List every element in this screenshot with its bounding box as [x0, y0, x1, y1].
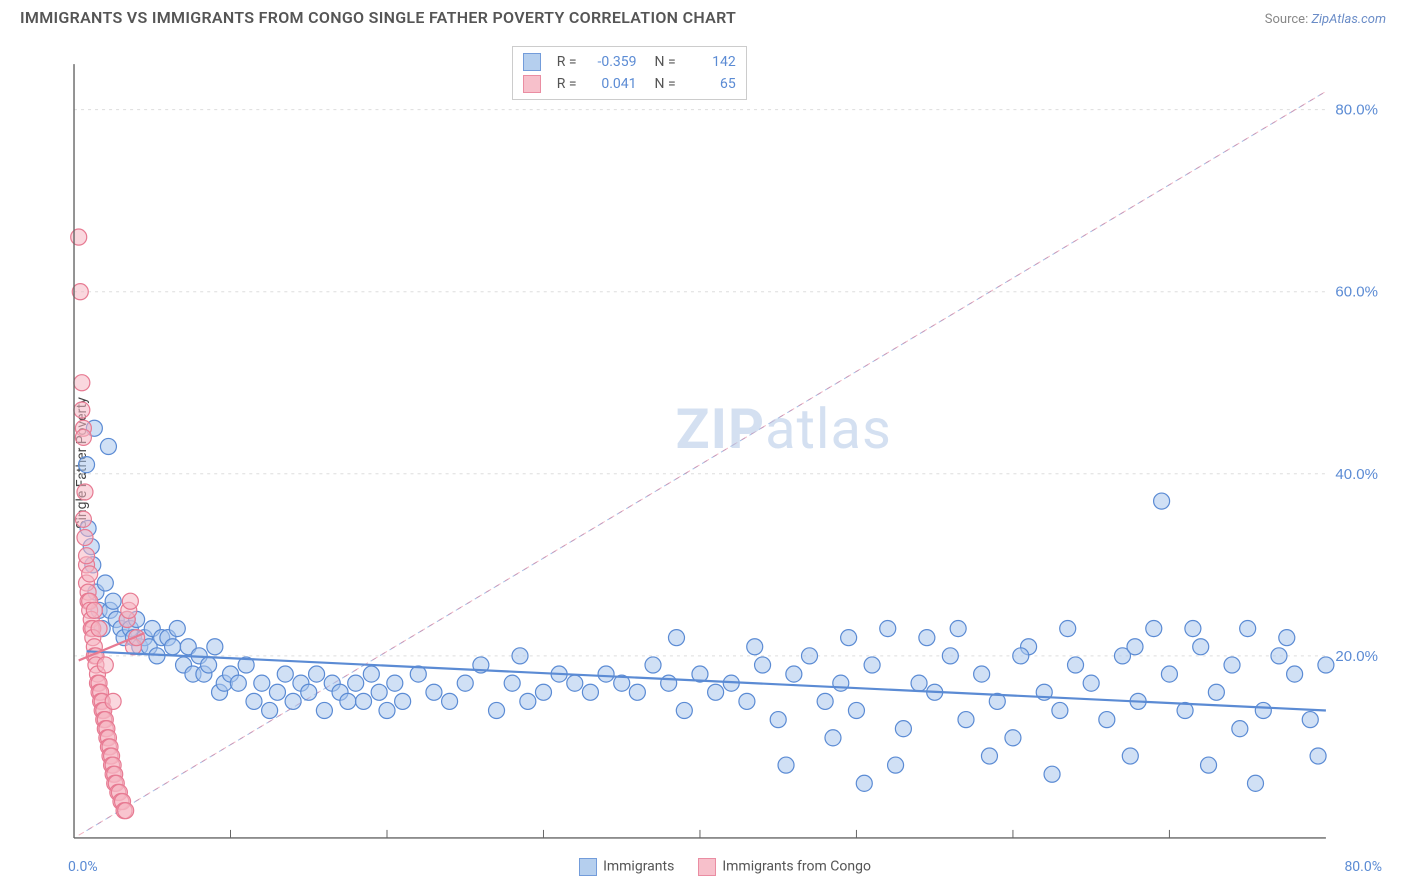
x-axis-min-label: 0.0% [68, 859, 98, 875]
series-congo-points [71, 229, 145, 819]
stat-row-immigrants: R = -0.359 N = 142 [523, 51, 736, 73]
stat-n-label: N = [655, 73, 676, 95]
stat-row-congo: R = 0.041 N = 65 [523, 73, 736, 95]
stat-r-label: R = [557, 51, 577, 73]
source-attribution: Source: ZipAtlas.com [1265, 12, 1386, 27]
chart-header: IMMIGRANTS VS IMMIGRANTS FROM CONGO SING… [0, 0, 1406, 31]
stat-r-label: R = [557, 73, 577, 95]
svg-text:80.0%: 80.0% [1335, 102, 1378, 119]
stat-n-value-immigrants: 142 [686, 51, 736, 73]
stat-swatch-congo [523, 75, 541, 93]
source-prefix: Source: [1265, 12, 1312, 27]
stat-r-value-immigrants: -0.359 [587, 51, 637, 73]
correlation-stats-box: R = -0.359 N = 142 R = 0.041 N = 65 [512, 46, 747, 100]
swatch-congo [698, 858, 716, 876]
legend-label-congo: Immigrants from Congo [722, 859, 871, 875]
swatch-immigrants [579, 858, 597, 876]
stat-n-label: N = [655, 51, 676, 73]
svg-text:20.0%: 20.0% [1335, 648, 1378, 665]
axes [74, 64, 1326, 838]
chart-area: Single Father Poverty 20.0%40.0%60.0%80.… [20, 44, 1386, 882]
svg-text:60.0%: 60.0% [1335, 284, 1378, 301]
source-link[interactable]: ZipAtlas.com [1311, 12, 1386, 27]
legend-item-congo: Immigrants from Congo [698, 858, 871, 876]
stat-r-value-congo: 0.041 [587, 73, 637, 95]
scatter-plot: 20.0% 40.0% 60.0% 80.0% [64, 44, 1386, 848]
svg-text:40.0%: 40.0% [1335, 466, 1378, 483]
diagonal-reference-lines [79, 91, 1326, 835]
stat-n-value-congo: 65 [686, 73, 736, 95]
bottom-legend: 0.0% Immigrants Immigrants from Congo 80… [64, 852, 1386, 882]
grid-lines [74, 110, 1326, 656]
series-immigrants-points [79, 420, 1334, 791]
x-axis-max-label: 80.0% [1344, 859, 1382, 875]
legend-item-immigrants: Immigrants [579, 858, 674, 876]
chart-title: IMMIGRANTS VS IMMIGRANTS FROM CONGO SING… [20, 8, 736, 27]
legend-label-immigrants: Immigrants [603, 859, 674, 875]
stat-swatch-immigrants [523, 53, 541, 71]
y-tick-labels: 20.0% 40.0% 60.0% 80.0% [1335, 102, 1378, 665]
